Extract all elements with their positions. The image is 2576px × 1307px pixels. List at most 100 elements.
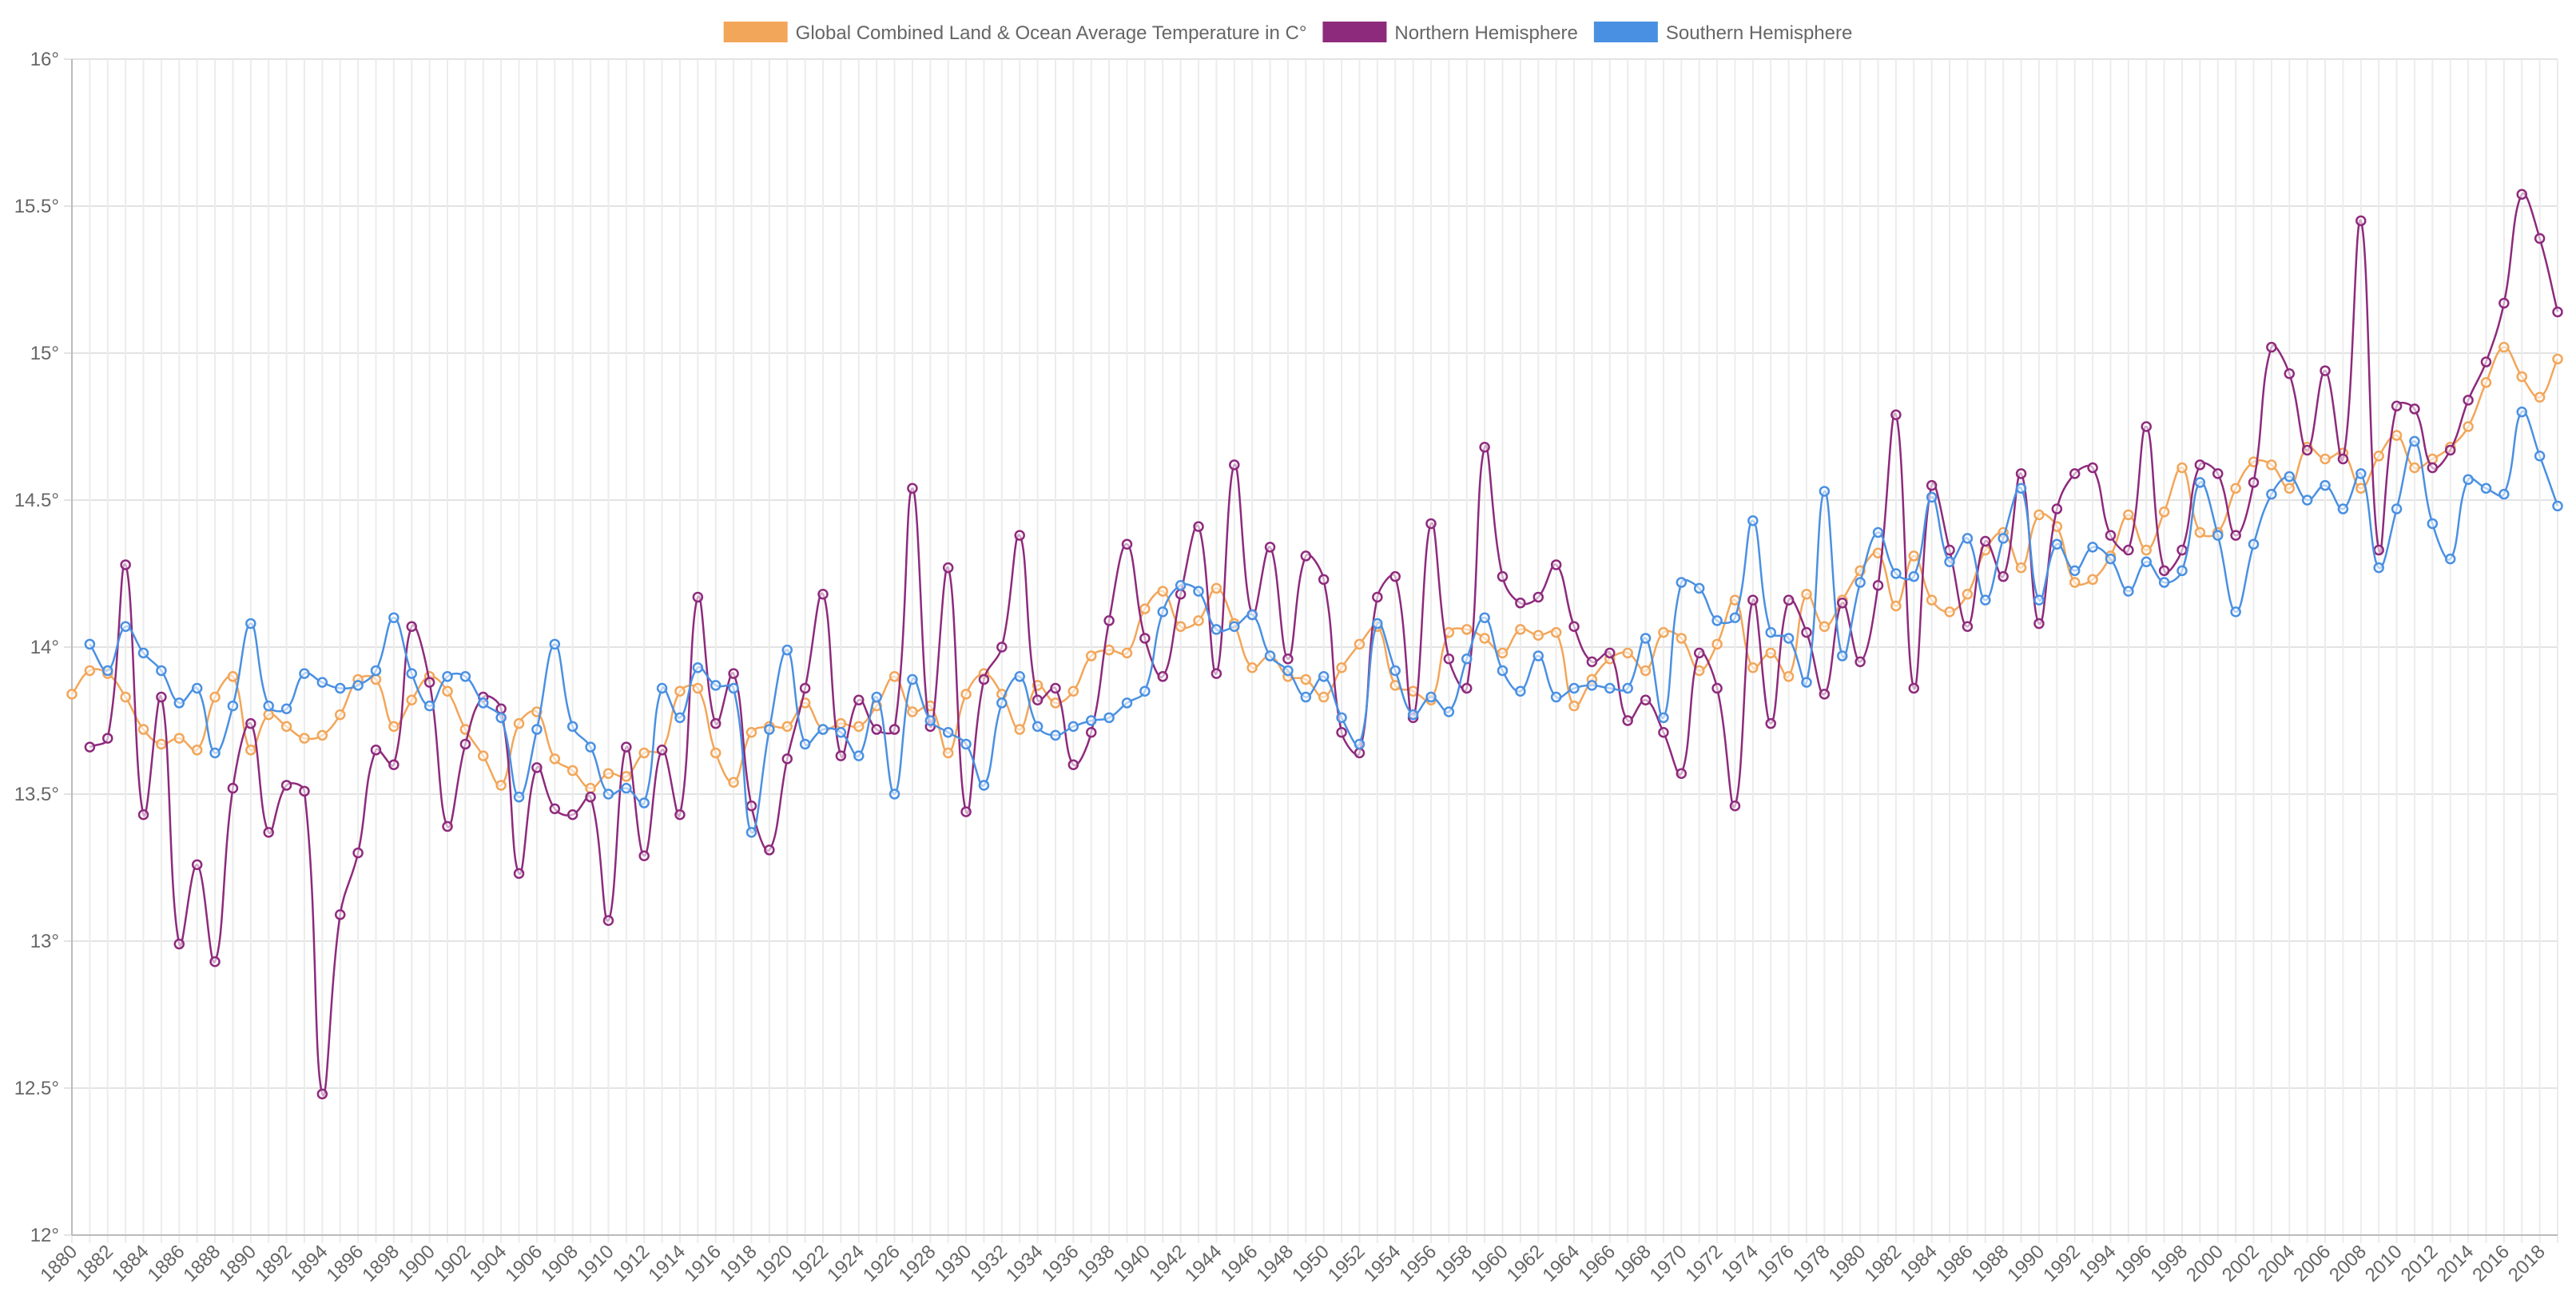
- x-tick-label: 1924: [823, 1241, 869, 1286]
- x-tick-label: 1964: [1538, 1241, 1584, 1286]
- x-tick-label: 1928: [895, 1241, 940, 1286]
- data-point: [531, 724, 543, 735]
- data-point: [2516, 406, 2527, 418]
- data-point: [191, 745, 203, 756]
- data-point: [1210, 624, 1222, 635]
- data-point: [674, 712, 686, 724]
- data-point: [728, 682, 739, 694]
- series: [84, 406, 2563, 838]
- data-point: [996, 642, 1008, 653]
- data-point: [2015, 483, 2027, 495]
- data-point: [156, 738, 167, 750]
- data-point: [1139, 603, 1151, 614]
- x-tick-label: 1958: [1431, 1241, 1477, 1286]
- data-point: [1711, 615, 1723, 626]
- data-point: [459, 738, 471, 750]
- data-point: [1282, 653, 1294, 665]
- data-point: [334, 682, 346, 694]
- data-point: [585, 741, 596, 753]
- data-point: [1622, 647, 1633, 659]
- data-point: [2194, 459, 2206, 471]
- data-point: [692, 591, 704, 603]
- legend-label: Global Combined Land & Ocean Average Tem…: [796, 22, 1307, 44]
- data-point: [996, 697, 1008, 709]
- data-point: [1872, 579, 1884, 591]
- data-point: [299, 668, 310, 679]
- data-point: [280, 721, 292, 733]
- data-point: [1819, 621, 1831, 632]
- data-point: [156, 691, 167, 703]
- data-point: [2480, 356, 2492, 367]
- data-point: [602, 768, 614, 779]
- x-tick-label: 1908: [537, 1241, 582, 1286]
- data-point: [137, 647, 149, 659]
- data-point: [209, 956, 221, 967]
- data-point: [1050, 682, 1061, 694]
- data-point: [710, 680, 722, 691]
- data-point: [2301, 495, 2313, 506]
- data-point: [835, 717, 847, 729]
- x-tick-label: 2004: [2254, 1241, 2300, 1286]
- x-tick-label: 1906: [501, 1241, 547, 1286]
- data-point: [1443, 706, 1455, 717]
- data-point: [1676, 633, 1688, 644]
- data-point: [978, 673, 990, 685]
- data-point: [1676, 577, 1688, 588]
- data-point: [2033, 509, 2045, 521]
- x-tick-label: 1900: [394, 1241, 439, 1286]
- data-point: [1497, 665, 1509, 677]
- data-point: [1407, 709, 1419, 721]
- data-point: [263, 827, 274, 838]
- x-tick-label: 1952: [1324, 1241, 1369, 1286]
- x-tick-label: 2010: [2361, 1241, 2407, 1286]
- data-point: [1532, 591, 1544, 603]
- legend-label: Southern Hemisphere: [1666, 22, 1852, 44]
- data-point: [495, 780, 507, 791]
- data-point: [1264, 650, 1276, 661]
- data-point: [1193, 586, 1204, 597]
- data-point: [2033, 594, 2045, 606]
- data-point: [799, 682, 811, 694]
- data-point: [656, 745, 668, 756]
- data-point: [2141, 544, 2152, 556]
- data-point: [1729, 800, 1741, 812]
- data-point: [1515, 624, 1526, 635]
- data-point: [978, 780, 990, 791]
- data-point: [66, 689, 78, 700]
- x-tick-label: 1938: [1074, 1241, 1119, 1286]
- data-point: [1658, 726, 1669, 738]
- data-point: [1354, 638, 1366, 650]
- data-point: [209, 747, 221, 759]
- data-point: [692, 662, 704, 673]
- data-point: [1407, 685, 1419, 697]
- data-point: [173, 938, 185, 950]
- data-point: [1872, 526, 1884, 538]
- x-tick-label: 1990: [2003, 1241, 2049, 1286]
- data-point: [2444, 553, 2456, 565]
- data-point: [299, 785, 310, 797]
- data-point: [1676, 768, 1688, 779]
- data-point: [1568, 621, 1580, 632]
- x-tick-label: 1894: [287, 1241, 332, 1286]
- data-point: [1532, 650, 1544, 661]
- data-point: [478, 750, 489, 761]
- data-point: [2552, 306, 2563, 318]
- y-tick-label: 15°: [30, 343, 59, 364]
- data-point: [1890, 568, 1902, 579]
- data-point: [1640, 665, 1652, 677]
- data-point: [442, 685, 453, 697]
- data-point: [1175, 621, 1187, 632]
- data-point: [2087, 542, 2098, 553]
- data-point: [1014, 530, 1025, 541]
- legend-swatch: [723, 22, 788, 42]
- x-tick-label: 2002: [2218, 1241, 2264, 1286]
- data-point: [566, 809, 578, 820]
- data-point: [585, 782, 596, 794]
- data-point: [2498, 341, 2510, 353]
- data-point: [1819, 689, 1831, 700]
- data-point: [1640, 694, 1652, 705]
- data-point: [1765, 626, 1776, 638]
- data-point: [1604, 682, 1616, 694]
- data-point: [245, 717, 256, 729]
- data-point: [1067, 759, 1079, 770]
